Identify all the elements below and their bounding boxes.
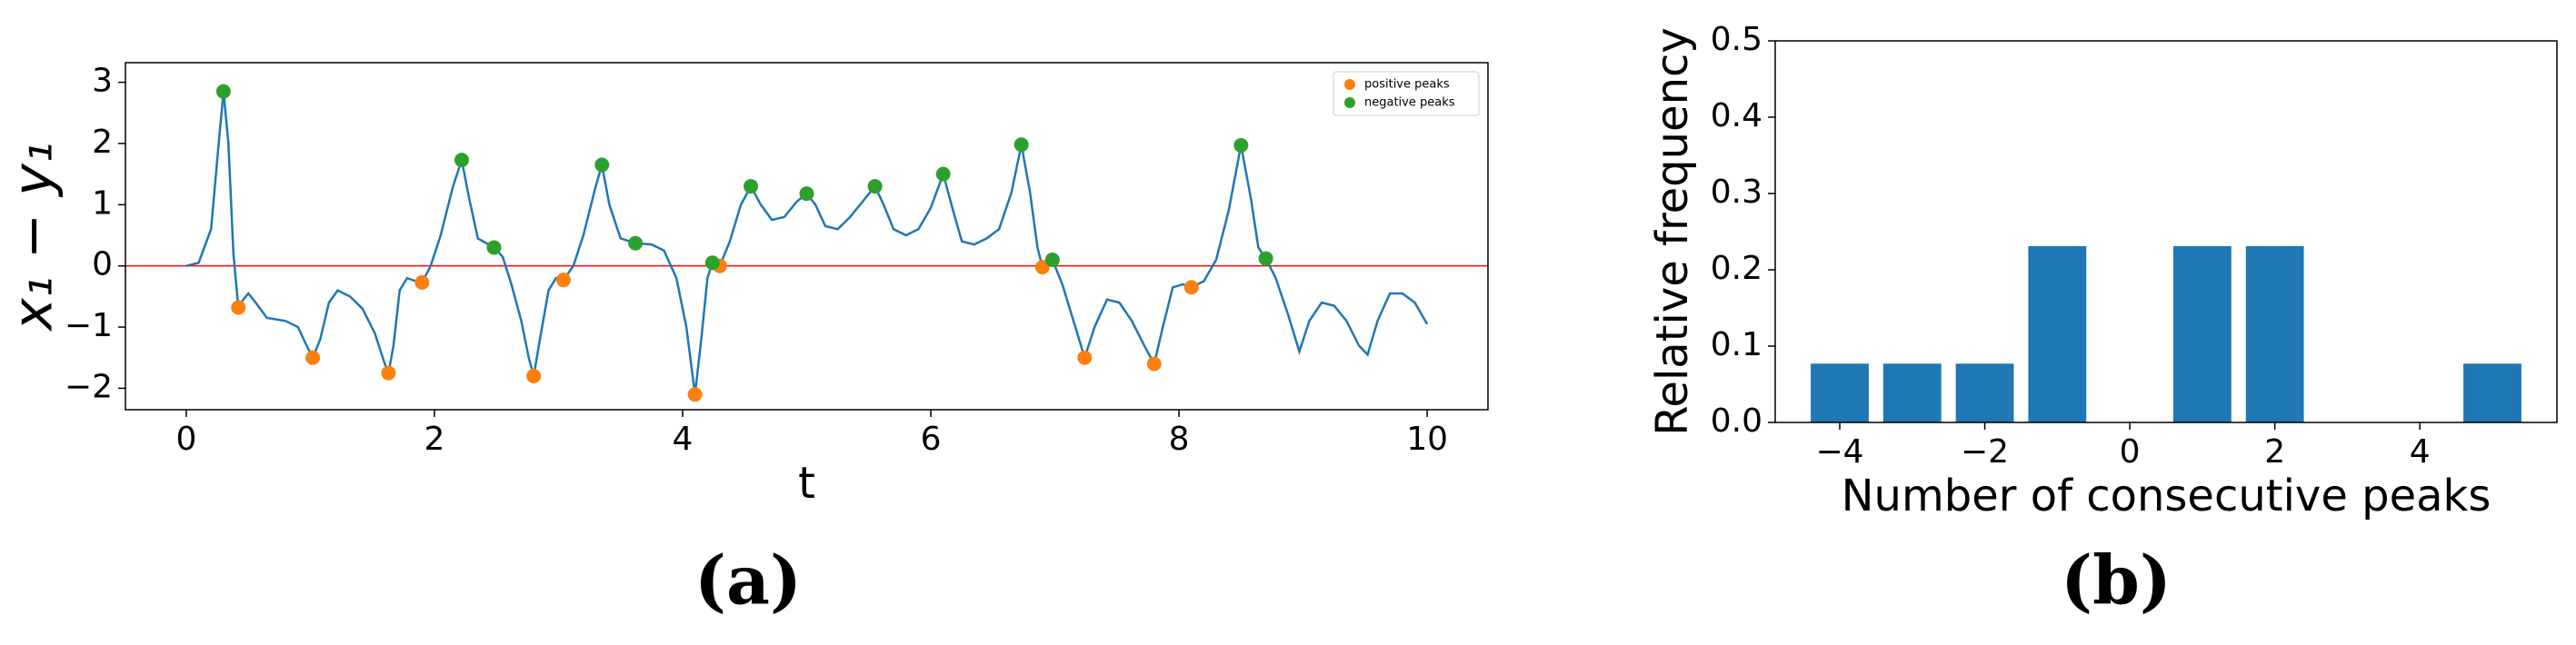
peak-point bbox=[799, 186, 814, 202]
x-tick-label: 8 bbox=[1169, 421, 1190, 458]
y-tick-label: 0.3 bbox=[1711, 174, 1762, 211]
x-tick-label: 10 bbox=[1406, 421, 1448, 458]
peak-point bbox=[1077, 350, 1093, 365]
y-tick-label: 0.0 bbox=[1711, 402, 1762, 440]
peak-point bbox=[935, 166, 951, 182]
y-tick-label: 0.4 bbox=[1711, 97, 1762, 134]
bar bbox=[2028, 245, 2087, 422]
peak-point bbox=[867, 179, 883, 194]
plot-frame bbox=[1774, 40, 2558, 423]
bar bbox=[1811, 363, 1869, 422]
x-tick-label: −2 bbox=[1961, 433, 2009, 471]
bar bbox=[1955, 363, 2014, 422]
peak-point bbox=[1013, 137, 1029, 153]
y-tick-label: 2 bbox=[92, 124, 113, 161]
bar bbox=[1882, 363, 1942, 422]
y-axis-label: x₁ − y₁ bbox=[2, 142, 65, 332]
y-tick-label: 1 bbox=[92, 184, 113, 222]
peak-point bbox=[526, 368, 542, 383]
line bbox=[185, 91, 1429, 395]
y-tick-label: −1 bbox=[65, 307, 113, 344]
y-tick-label: 0.1 bbox=[1711, 326, 1762, 363]
plot-frame bbox=[125, 62, 1489, 411]
legend-marker bbox=[1344, 97, 1355, 108]
bar bbox=[2245, 245, 2304, 422]
peak-point bbox=[555, 273, 571, 288]
x-tick-label: 2 bbox=[424, 421, 444, 458]
peak-point bbox=[486, 240, 502, 255]
panel-label: (a) bbox=[694, 542, 802, 620]
bar bbox=[2463, 363, 2521, 422]
panel-label: (b) bbox=[2061, 542, 2172, 620]
x-tick-label: 4 bbox=[2410, 433, 2431, 471]
x-tick-label: 2 bbox=[2264, 433, 2285, 471]
x-axis-label: t bbox=[798, 458, 815, 509]
x-tick-label: 6 bbox=[921, 421, 942, 458]
peak-point bbox=[381, 365, 396, 381]
peak-point bbox=[1034, 260, 1050, 275]
peak-point bbox=[687, 387, 703, 402]
peak-point bbox=[215, 84, 231, 99]
y-tick-label: −2 bbox=[65, 368, 113, 405]
peak-point bbox=[1146, 356, 1162, 372]
legend-label: negative peaks bbox=[1364, 96, 1455, 110]
y-tick-label: 0 bbox=[92, 246, 113, 283]
y-tick-label: 0.5 bbox=[1711, 21, 1762, 58]
x-tick-label: 0 bbox=[175, 421, 196, 458]
bar bbox=[2172, 245, 2232, 422]
peak-point bbox=[1233, 137, 1249, 153]
y-tick-label: 3 bbox=[92, 63, 113, 100]
peak-point bbox=[1044, 252, 1060, 267]
x-tick-label: 4 bbox=[673, 421, 694, 458]
legend-box bbox=[1333, 71, 1480, 116]
peak-point bbox=[704, 255, 720, 271]
legend-marker bbox=[1344, 79, 1355, 90]
y-axis-label: Relative frequency bbox=[1647, 27, 1698, 436]
peak-point bbox=[454, 153, 469, 168]
peak-point bbox=[231, 300, 246, 315]
x-tick-label: 0 bbox=[2120, 433, 2141, 471]
legend-label: positive peaks bbox=[1364, 78, 1450, 92]
peak-point bbox=[744, 179, 759, 194]
peak-point bbox=[594, 157, 610, 173]
y-tick-label: 0.2 bbox=[1711, 250, 1762, 287]
x-tick-label: −4 bbox=[1815, 433, 1863, 471]
peak-point bbox=[1183, 280, 1199, 295]
x-axis-label: Number of consecutive peaks bbox=[1842, 471, 2491, 521]
peak-point bbox=[305, 350, 321, 365]
peak-point bbox=[414, 274, 430, 290]
peak-point bbox=[628, 235, 644, 251]
peak-point bbox=[1258, 251, 1273, 266]
